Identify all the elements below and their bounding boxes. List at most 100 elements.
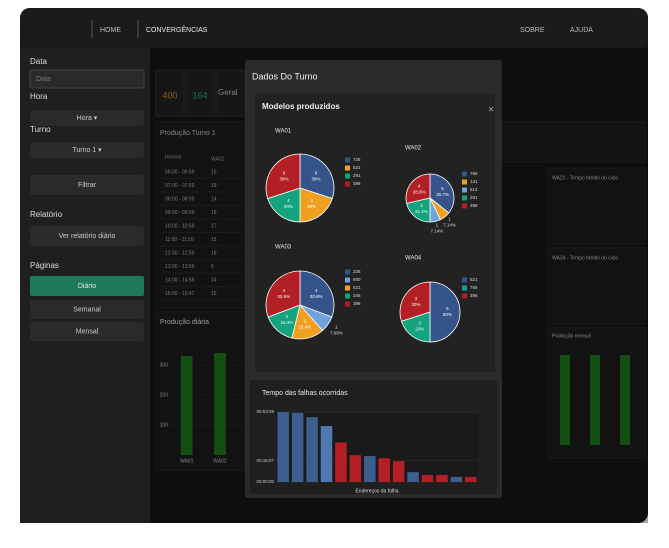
bar [465, 476, 477, 482]
legend-label: 291 [353, 173, 361, 178]
bar [450, 476, 463, 482]
pie-slice [399, 281, 431, 322]
tile [215, 69, 246, 117]
table-cell: 09:00 - 09:59 [165, 210, 195, 216]
legend-label: 500 [353, 277, 361, 282]
date-input[interactable] [29, 69, 145, 89]
bar [306, 417, 318, 482]
select-text: Turno 1 ▾ [72, 147, 102, 154]
pie-slice [267, 187, 301, 223]
legend-label: 398 [353, 181, 361, 186]
legend-swatch [462, 179, 467, 185]
slice-value: 3 [420, 203, 423, 208]
bar [364, 456, 376, 482]
slice-value: 2 [286, 314, 289, 319]
page-button[interactable] [30, 322, 144, 341]
filter-button[interactable] [30, 175, 144, 195]
table-header: WA01 [211, 156, 225, 162]
slice-value: 2 [419, 320, 422, 325]
legend-label: 514 [470, 187, 478, 192]
table-cell: 17 [211, 223, 217, 229]
legend-swatch [462, 171, 467, 177]
tile [185, 69, 215, 117]
panel-title: Produção Turno 1 [160, 130, 216, 137]
table-cell: 14:00 - 14:59 [165, 277, 195, 283]
y-tick-label: 00:16:07 [256, 458, 274, 463]
chart-title: Produção diária [160, 319, 209, 326]
bar [320, 426, 333, 482]
panel [547, 247, 646, 325]
legend-swatch [462, 293, 467, 299]
field-label: Páginas [30, 261, 59, 270]
tile-value: 164 [192, 90, 207, 100]
pie-title: WA01 [275, 129, 292, 135]
slice-percent: 20% [307, 204, 316, 209]
legend-swatch [345, 285, 350, 291]
nav-link[interactable]: CONVERGÊNCIAS [146, 25, 208, 34]
slice-percent: 30% [411, 302, 420, 307]
bar [180, 356, 193, 455]
legend-swatch [345, 301, 350, 307]
table-cell: 08:00 - 08:59 [165, 196, 195, 202]
nav-link[interactable]: HOME [100, 27, 121, 34]
shift-select[interactable] [30, 142, 144, 158]
slice-value: 1 [335, 324, 338, 329]
panel-title: Produção mensal [552, 333, 591, 339]
pie-slice [429, 281, 461, 343]
x-tick-label: WA01 [180, 458, 194, 464]
legend-label: 398 [470, 203, 478, 208]
page-button[interactable] [30, 300, 144, 319]
slice-percent: 21.4% [415, 209, 428, 214]
slice-value: 5 [441, 186, 444, 191]
button-text: Semanal [73, 306, 101, 313]
page-button[interactable] [30, 276, 144, 296]
pie-title: WA04 [405, 256, 422, 262]
bar [436, 474, 448, 482]
slice-value: 6 [315, 171, 318, 176]
bar [349, 455, 362, 482]
table-cell: 15 [211, 169, 217, 175]
table-cell: 15:00 - 15:47 [165, 291, 195, 297]
legend-label: 766 [470, 285, 478, 290]
nav-bar [20, 8, 648, 48]
bar [335, 442, 347, 482]
nav-link[interactable]: AJUDA [570, 27, 593, 34]
slice-percent: 35.7% [436, 192, 449, 197]
button-text: Diário [78, 283, 96, 290]
pie-title: WA02 [405, 146, 422, 152]
legend-label: 398 [353, 301, 361, 306]
select-text: Hora ▾ [77, 115, 98, 122]
table-cell: 18 [211, 210, 217, 216]
hour-select[interactable] [30, 110, 144, 126]
field-label: Turno [30, 125, 51, 134]
close-button[interactable]: × [488, 105, 494, 116]
pie-slice [299, 153, 335, 200]
slice-percent: 30% [280, 177, 289, 182]
legend-swatch [345, 277, 350, 283]
nav-link[interactable]: SOBRE [520, 27, 545, 34]
slice-percent: 30% [311, 177, 320, 182]
slice-percent: 30.8% [277, 294, 290, 299]
legend-label: 346 [353, 293, 361, 298]
tile [155, 69, 185, 117]
slice-percent: 15.4% [298, 324, 311, 329]
pie-slice [299, 187, 333, 223]
x-axis-label: Endereços da falha [355, 488, 398, 494]
button-text: Ver relatório diário [59, 233, 116, 240]
slice-value: 1 [436, 223, 439, 228]
legend-swatch [462, 195, 467, 201]
legend-swatch [345, 157, 350, 163]
slice-value: 3 [415, 296, 418, 301]
pie-slice [299, 270, 335, 318]
table-cell: 14 [211, 277, 217, 283]
table-cell: 15 [211, 291, 217, 297]
legend-label: 226 [353, 269, 361, 274]
field-label: Relatório [30, 210, 63, 219]
panel-title: WA34 - Tempo médio do ciclo [552, 255, 618, 261]
button-text: Mensal [76, 328, 99, 335]
report-button[interactable] [30, 226, 144, 246]
slice-percent: 28.6% [413, 190, 426, 195]
table-body: 06:00 - 06:59 15 07:00 - 07:59 18 08:00 - 08… [160, 169, 241, 301]
table-cell: 10:00 - 10:59 [165, 223, 195, 229]
